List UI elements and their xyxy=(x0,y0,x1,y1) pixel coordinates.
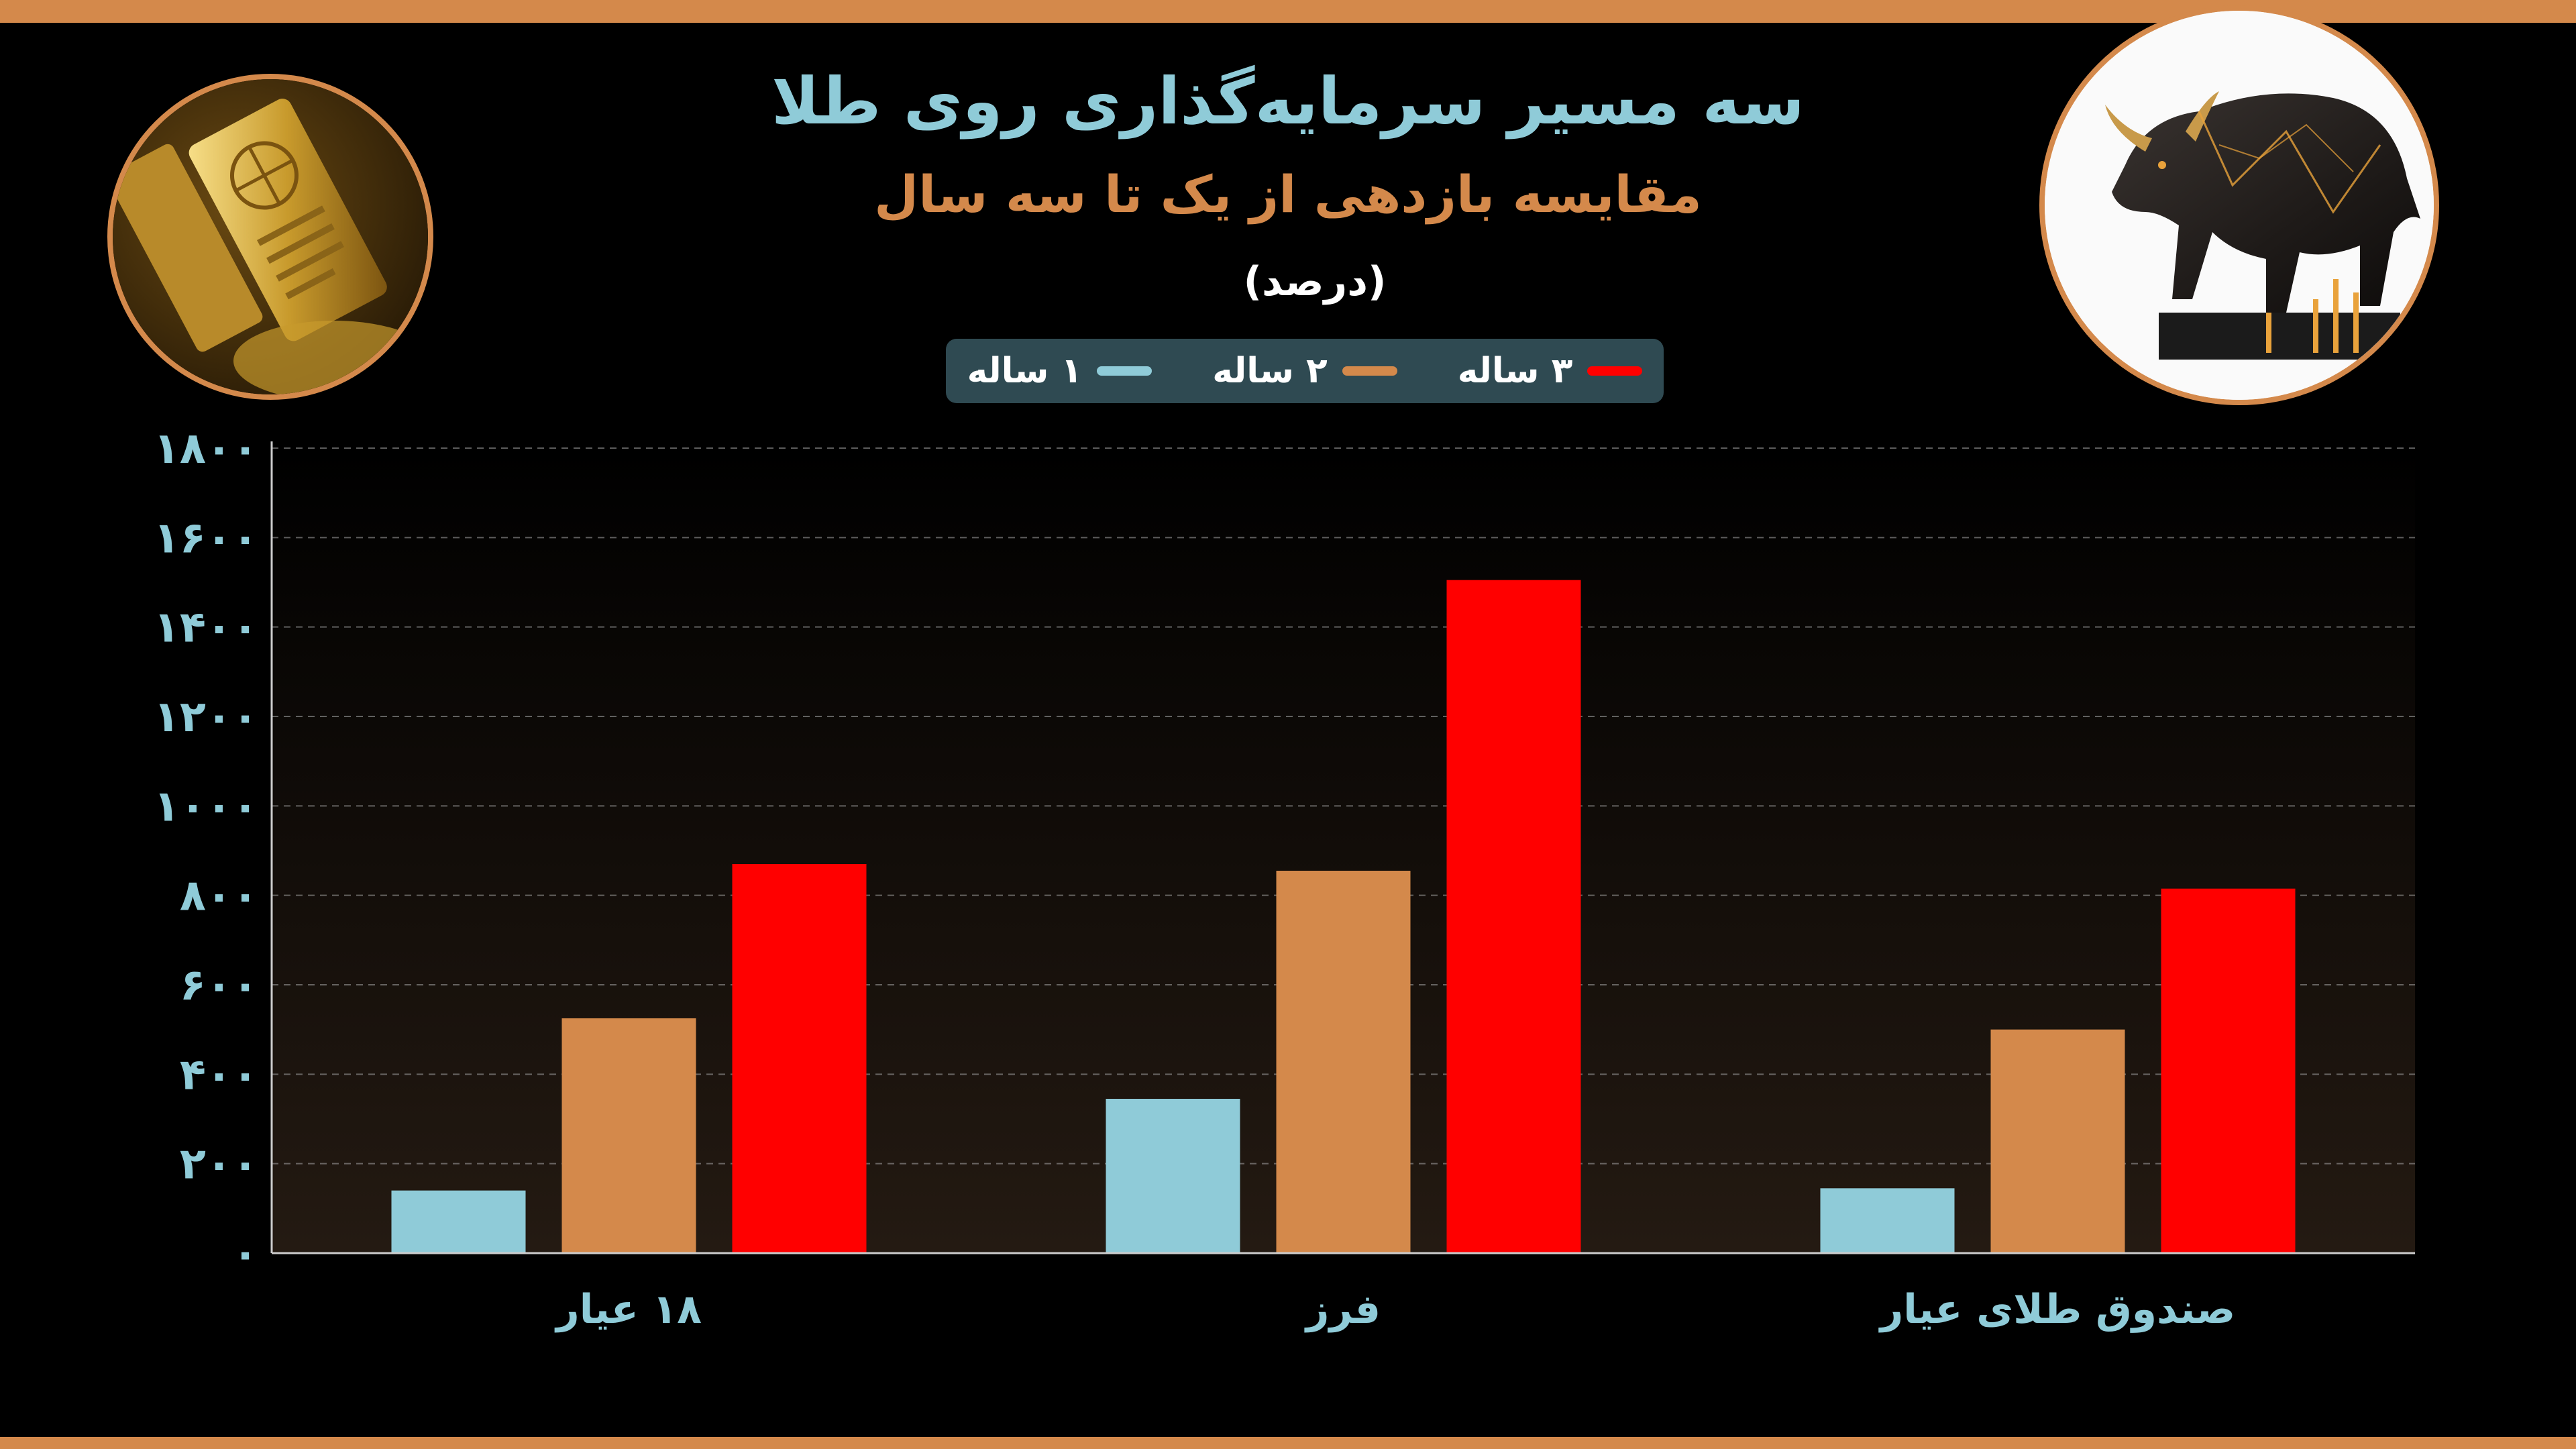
legend-swatch-2yr xyxy=(1342,366,1397,376)
legend-label-3yr: ۳ ساله xyxy=(1457,351,1573,391)
x-category-label: ۱۸ عیار xyxy=(554,1286,702,1333)
bar xyxy=(1990,1029,2125,1253)
chart-legend: ۳ ساله ۲ ساله ۱ ساله xyxy=(946,339,1664,403)
y-tick-label: ۱۲۰۰ xyxy=(154,692,258,742)
x-category-label: فرز xyxy=(1304,1286,1381,1333)
unit-label: (درصد) xyxy=(1243,258,1387,305)
y-tick-label: ۱۶۰۰ xyxy=(154,513,258,563)
bar xyxy=(391,1190,526,1253)
y-tick-label: ۶۰۰ xyxy=(180,961,258,1010)
bar xyxy=(1820,1188,1955,1253)
bar xyxy=(1446,580,1581,1253)
bar xyxy=(2161,888,2296,1253)
bar xyxy=(1106,1099,1240,1253)
chart-title: سه مسیر سرمایه‌گذاری روی طلا xyxy=(771,64,1805,139)
y-tick-label: ۱۰۰۰ xyxy=(154,782,258,831)
legend-label-1yr: ۱ ساله xyxy=(967,351,1083,391)
legend-swatch-1yr xyxy=(1097,366,1152,376)
legend-label-2yr: ۲ ساله xyxy=(1212,351,1328,391)
legend-item-3yr: ۳ ساله xyxy=(1458,351,1643,391)
bar xyxy=(1276,871,1411,1253)
x-category-label: صندوق طلای عیار xyxy=(1878,1286,2235,1333)
legend-item-2yr: ۲ ساله xyxy=(1212,351,1397,391)
y-tick-label: ۲۰۰ xyxy=(180,1140,258,1189)
gold-bar-photo xyxy=(107,74,433,400)
legend-swatch-3yr xyxy=(1587,366,1643,376)
chart-subtitle: مقایسه بازدهی از یک تا سه سال xyxy=(874,164,1702,224)
y-tick-label: ۴۰۰ xyxy=(180,1050,258,1099)
bar xyxy=(732,864,867,1253)
golden-bull-photo xyxy=(2039,5,2439,405)
y-tick-label: ۰ xyxy=(232,1229,258,1279)
legend-item-1yr: ۱ ساله xyxy=(967,351,1152,391)
y-tick-label: ۸۰۰ xyxy=(180,871,258,921)
top-frame-bar xyxy=(0,0,2576,23)
bar xyxy=(561,1018,696,1253)
y-tick-label: ۱۴۰۰ xyxy=(154,603,258,653)
bottom-frame-bar xyxy=(0,1437,2576,1449)
y-tick-label: ۱۸۰۰ xyxy=(154,424,258,474)
